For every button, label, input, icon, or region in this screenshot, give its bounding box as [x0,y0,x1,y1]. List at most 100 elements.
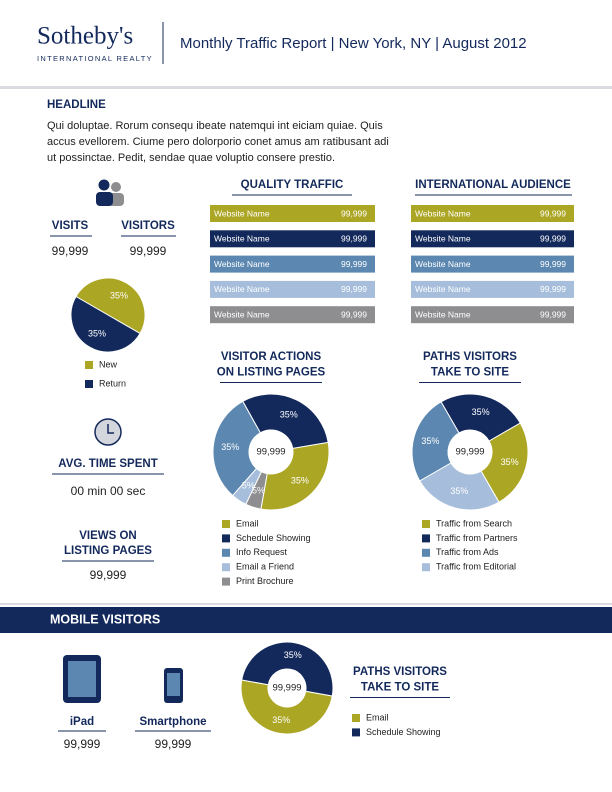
legend-label: Traffic from Editorial [436,562,516,572]
slice [411,401,460,482]
visitors-label: VISITORS [121,220,175,232]
bar [411,280,574,298]
legend-swatch [222,548,230,557]
views-label: LISTING PAGES [64,545,152,557]
chart-title: PATHS VISITORS [423,351,517,363]
bar [411,230,574,248]
headline-body: Qui doluptae. Rorum consequ ibeate natem… [47,120,389,164]
bar-category: Website Name [415,259,471,269]
slice-label: 35% [280,409,298,419]
mobile-title: MOBILE VISITORS [50,612,160,626]
legend-label: Schedule Showing [236,533,311,543]
bar [210,255,375,273]
slice-label: 35% [272,715,290,725]
visits-label: VISITS [52,220,89,232]
center-label: 99,999 [256,447,285,458]
visitors-value: 99,999 [130,244,167,258]
bar-category: Website Name [415,309,471,319]
bar [411,306,574,324]
legend-label: Info Request [236,547,288,557]
bar-value: 99,999 [341,208,367,218]
legend-swatch [352,728,360,737]
slice [70,295,141,353]
chart-title: PATHS VISITORS [353,666,447,678]
legend-swatch [422,548,430,557]
bar-category: Website Name [214,309,270,319]
bar-category: Website Name [415,234,471,244]
slice-label: 5% [252,485,265,495]
clock-icon [94,418,122,446]
legend-swatch [85,380,93,388]
slice-label: 35% [421,436,439,446]
bar-value: 99,999 [540,259,566,269]
ipad-value: 99,999 [64,737,101,751]
bar-category: Website Name [214,208,270,218]
bar [411,205,574,222]
slice-label: 35% [472,407,490,417]
bar-value: 99,999 [540,284,566,294]
donut-hole [268,669,306,707]
bar [210,205,375,222]
phone-value: 99,999 [155,737,192,751]
slice [419,462,500,511]
bar-value: 99,999 [341,259,367,269]
slice-label: 35% [110,290,128,300]
slice-label: 5% [242,481,255,491]
bar-category: Website Name [214,284,270,294]
chart-title: ON LISTING PAGES [217,367,326,379]
bar [411,255,574,273]
bar-category: Website Name [214,234,270,244]
report-title: Monthly Traffic Report | New York, NY | … [180,35,527,52]
legend-label: Traffic from Search [436,518,512,528]
ipad-icon [63,655,101,703]
center-label: 99,999 [272,683,301,694]
legend-label: Traffic from Partners [436,533,518,543]
phone-icon [164,668,183,703]
slice-label: 35% [221,442,239,452]
legend-label: New [99,359,118,369]
slice [440,393,521,442]
legend-label: Email a Friend [236,562,294,572]
bar-category: Website Name [415,284,471,294]
visits-value: 99,999 [52,244,89,258]
bar [210,306,375,324]
phone-label: Smartphone [139,716,206,728]
chart-title: TAKE TO SITE [361,682,439,694]
people-icon [96,179,124,206]
bar-value: 99,999 [341,234,367,244]
chart-title: VISITOR ACTIONS [221,351,322,363]
slice-label: 35% [501,457,519,467]
legend-label: Return [99,378,126,388]
brand: Sotheby's [37,23,133,50]
views-value: 99,999 [90,568,127,582]
center-label: 99,999 [455,447,484,458]
slice [75,277,146,335]
legend-label: Schedule Showing [366,727,441,737]
time-label: AVG. TIME SPENT [58,458,157,470]
legend-swatch [85,361,93,369]
legend-swatch [222,577,230,586]
bar-value: 99,999 [341,284,367,294]
legend-swatch [222,534,230,543]
slice-label: 35% [284,650,302,660]
chart-title: TAKE TO SITE [431,367,509,379]
donut-hole [249,430,293,474]
bar-category: Website Name [415,208,471,218]
slice-label: 35% [291,475,309,485]
bar [210,230,375,248]
header-rule [0,86,612,89]
donut-hole [448,430,492,474]
legend-label: Email [236,518,259,528]
bar-value: 99,999 [540,309,566,319]
brand-sub: INTERNATIONAL REALTY [37,54,153,63]
bar-value: 99,999 [341,309,367,319]
legend-swatch [222,520,230,528]
legend-swatch [422,534,430,543]
bar-value: 99,999 [540,208,566,218]
chart-title: QUALITY TRAFFIC [241,179,344,191]
slice [480,422,529,503]
slice-label: 35% [88,328,106,338]
legend-swatch [422,563,430,572]
legend-label: Email [366,712,389,722]
